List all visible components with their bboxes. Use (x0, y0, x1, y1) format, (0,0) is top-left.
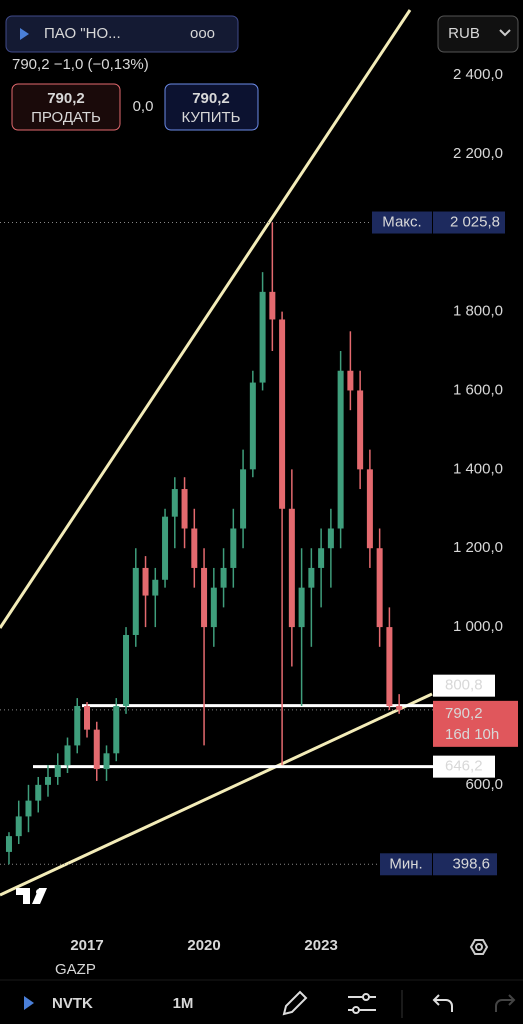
currency: RUB (448, 25, 480, 42)
candle-body (357, 390, 364, 470)
price-labels: Макс. 2 025,8 Мин. 398,6 800,8 646,2 790,2 16d … (372, 211, 518, 876)
candle-body (152, 579, 159, 596)
candle-body (220, 567, 227, 588)
trend-line (0, 692, 433, 897)
toolbar-symbol[interactable]: NVTK (52, 995, 93, 1012)
max-name: Макс. (382, 213, 421, 230)
candle-body (249, 382, 256, 470)
candle-body (123, 634, 130, 706)
level-label-box (433, 755, 495, 778)
undo-icon[interactable] (432, 994, 453, 1012)
y-tick-label: 1 800,0 (453, 303, 503, 320)
buy-label: КУПИТЬ (181, 109, 240, 126)
y-tick-label: 1 000,0 (453, 618, 503, 635)
level-label: 800,8 (445, 677, 483, 694)
candle-body (327, 528, 334, 549)
draw-icon[interactable] (282, 990, 308, 1016)
y-tick-label: 600,0 (465, 776, 503, 793)
redo-icon (495, 994, 516, 1012)
candle-body (64, 745, 71, 766)
candle-body (201, 567, 208, 628)
candle-body (279, 319, 286, 509)
candle-body (347, 370, 354, 391)
min-value: 398,6 (452, 855, 490, 872)
x-tick-label: 2020 (187, 937, 220, 954)
candle-body (191, 528, 198, 568)
last-price: 790,2 (445, 705, 483, 722)
candle-body (259, 291, 266, 383)
candle-body (171, 489, 178, 517)
candle-body (386, 627, 393, 706)
logo-dot (36, 889, 42, 895)
candle-body (5, 836, 12, 852)
x-tick-label: 2023 (304, 937, 337, 954)
currency-button[interactable] (437, 15, 519, 53)
candle-body (74, 705, 81, 746)
candle-body (269, 291, 276, 320)
y-tick-label: 2 400,0 (453, 66, 503, 83)
buy-button[interactable] (164, 83, 259, 131)
candle-body (181, 489, 188, 529)
max-name-box (372, 211, 432, 234)
candle-body (308, 567, 315, 588)
candle-body (298, 587, 305, 628)
candle-body (366, 469, 373, 549)
min-value-box (433, 853, 497, 876)
x-tick-label: 2017 (70, 937, 103, 954)
candle-body (210, 587, 217, 628)
trend-line (0, 9, 412, 629)
sell-price: 790,2 (47, 90, 85, 107)
level-label: 646,2 (445, 758, 483, 775)
play-icon (20, 28, 29, 40)
indicators-icon[interactable] (348, 993, 376, 1014)
settings-icon-center (475, 943, 483, 951)
min-name: Мин. (389, 855, 422, 872)
candle-body (288, 508, 295, 628)
min-name-box (380, 853, 432, 876)
buy-price: 790,2 (192, 90, 230, 107)
sell-button[interactable] (11, 83, 121, 131)
max-value-box (433, 211, 505, 234)
candle-body (230, 528, 237, 568)
max-value: 2 025,8 (450, 213, 500, 230)
y-tick-label: 1 600,0 (453, 381, 503, 398)
candle-body (337, 370, 344, 529)
candle-body (35, 784, 42, 801)
spread: 0,0 (133, 98, 154, 115)
countdown: 16d 10h (445, 726, 499, 743)
candle-body (396, 705, 403, 710)
candle-body (240, 469, 247, 529)
watermark: GAZP (55, 961, 96, 978)
symbol-button[interactable] (5, 15, 239, 53)
play-icon (24, 996, 34, 1010)
candle-body (25, 800, 32, 817)
candle-body (318, 548, 325, 568)
candle-body (103, 753, 110, 770)
y-tick-label: 1 400,0 (453, 460, 503, 477)
plot (0, 9, 433, 897)
candle-body (84, 705, 91, 730)
candle-body (113, 705, 120, 754)
candle-body (93, 729, 100, 770)
candle-body (162, 516, 169, 580)
candle-body (142, 567, 149, 596)
last-price-box (433, 700, 518, 747)
candle-body (15, 816, 22, 837)
candle-body (132, 567, 139, 635)
y-tick-label: 1 200,0 (453, 539, 503, 556)
y-tick-label: 2 200,0 (453, 145, 503, 162)
candle-body (376, 548, 383, 628)
level-label-box (433, 674, 495, 697)
sell-label: ПРОДАТЬ (31, 109, 101, 126)
symbol: ПАО "НО... (44, 25, 121, 42)
chevron (499, 29, 511, 37)
settings-icon[interactable] (469, 939, 489, 955)
candle-body (44, 776, 51, 785)
menu-dots[interactable]: ooo (190, 25, 215, 42)
price-change: 790,2 −1,0 (−0,13%) (12, 56, 149, 73)
interval[interactable]: 1M (173, 995, 194, 1012)
candle-body (54, 765, 61, 777)
